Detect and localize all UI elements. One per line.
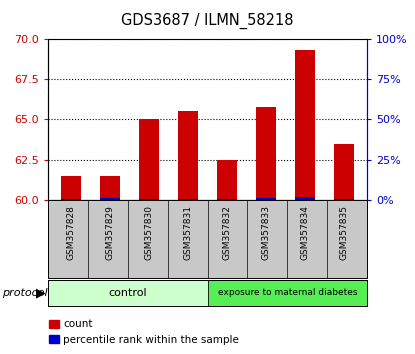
Bar xyxy=(334,199,354,200)
Text: GSM357834: GSM357834 xyxy=(300,205,310,260)
Bar xyxy=(217,199,237,200)
Bar xyxy=(139,199,159,200)
Text: GSM357831: GSM357831 xyxy=(183,205,193,261)
Bar xyxy=(61,176,81,200)
Text: GSM357830: GSM357830 xyxy=(144,205,154,261)
Text: ▶: ▶ xyxy=(36,287,46,299)
Text: GSM357833: GSM357833 xyxy=(261,205,271,261)
Bar xyxy=(100,198,120,200)
Bar xyxy=(295,50,315,200)
Bar xyxy=(256,107,276,200)
Text: control: control xyxy=(108,288,147,298)
Bar xyxy=(217,160,237,200)
Bar xyxy=(178,112,198,200)
Bar xyxy=(48,280,208,306)
Legend: count, percentile rank within the sample: count, percentile rank within the sample xyxy=(45,315,244,349)
Text: GSM357832: GSM357832 xyxy=(222,205,232,260)
Bar xyxy=(208,280,367,306)
Text: GSM357829: GSM357829 xyxy=(105,205,115,260)
Bar xyxy=(100,176,120,200)
Bar xyxy=(256,198,276,200)
Bar xyxy=(139,119,159,200)
Bar xyxy=(61,199,81,200)
Bar xyxy=(334,144,354,200)
Text: GSM357828: GSM357828 xyxy=(66,205,76,260)
Bar xyxy=(295,197,315,200)
Text: protocol: protocol xyxy=(2,288,48,298)
Text: exposure to maternal diabetes: exposure to maternal diabetes xyxy=(217,289,357,297)
Bar xyxy=(178,199,198,200)
Text: GSM357835: GSM357835 xyxy=(339,205,349,261)
Text: GDS3687 / ILMN_58218: GDS3687 / ILMN_58218 xyxy=(121,12,294,29)
